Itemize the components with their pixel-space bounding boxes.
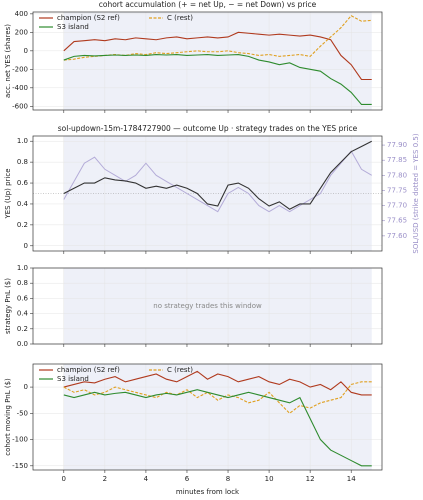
y-axis-label: YES (Up) price bbox=[4, 168, 12, 219]
x-tick-label: 6 bbox=[185, 475, 190, 483]
y2-tick-label: 77.90 bbox=[387, 141, 407, 149]
x-axis-label: minutes from lock bbox=[176, 488, 240, 496]
series-line bbox=[63, 31, 372, 81]
axes-frame bbox=[32, 363, 383, 471]
y-tick-label: 0.8 bbox=[17, 279, 28, 287]
y-tick-label: 0.8 bbox=[17, 158, 28, 166]
series-line bbox=[63, 370, 372, 396]
legend-label: champion (S2 ref) bbox=[57, 366, 120, 374]
legend-label: champion (S2 ref) bbox=[57, 14, 120, 22]
y-axis-label: strategy PnL ($) bbox=[4, 278, 12, 334]
series-line bbox=[63, 381, 372, 415]
x-tick-label: 2 bbox=[103, 475, 107, 483]
y2-axis-label: SOL/USD (strike dotted = YES 0.5) bbox=[412, 133, 420, 253]
axes-frame bbox=[32, 135, 383, 252]
y2-tick-label: 77.85 bbox=[387, 156, 407, 164]
y-tick-label: 0.2 bbox=[17, 325, 28, 333]
y-tick-label: -100 bbox=[12, 436, 28, 444]
legend-label: C (rest) bbox=[167, 14, 193, 22]
window-shade bbox=[63, 268, 372, 344]
y-tick-label: 0 bbox=[24, 47, 28, 55]
y-tick-label: -150 bbox=[12, 462, 28, 470]
x-tick-label: 4 bbox=[144, 475, 149, 483]
axes-frame bbox=[32, 11, 383, 111]
legend-label: C (rest) bbox=[167, 366, 193, 374]
y-tick-label: 0.0 bbox=[17, 340, 28, 348]
y-tick-label: 1.0 bbox=[17, 137, 28, 145]
series-line bbox=[63, 150, 372, 213]
window-shade bbox=[63, 364, 372, 470]
y-tick-label: -200 bbox=[12, 65, 28, 73]
y2-tick-label: 77.75 bbox=[387, 186, 407, 194]
y-tick-label: 0 bbox=[24, 242, 28, 250]
y2-tick-label: 77.70 bbox=[387, 202, 407, 210]
panel-title: cohort accumulation (+ = net Up, − = net… bbox=[99, 0, 317, 9]
series-line bbox=[63, 389, 372, 467]
y-tick-label: 0.6 bbox=[17, 294, 29, 302]
y-axis-label: cohort moving PnL ($) bbox=[4, 378, 12, 456]
y-tick-label: 200 bbox=[15, 28, 28, 36]
y-tick-label: 0 bbox=[24, 383, 28, 391]
panel-title: sol-updown-15m-1784727900 — outcome Up ·… bbox=[58, 124, 358, 133]
y-axis-label: acc. net YES (shares) bbox=[4, 24, 12, 98]
series-line bbox=[63, 53, 372, 106]
window-shade bbox=[63, 12, 372, 110]
x-tick-label: 0 bbox=[62, 475, 66, 483]
y2-tick-label: 77.65 bbox=[387, 217, 407, 225]
x-tick-label: 14 bbox=[347, 475, 356, 483]
x-tick-label: 10 bbox=[265, 475, 274, 483]
y-tick-label: -400 bbox=[12, 84, 28, 92]
y-tick-label: 0.4 bbox=[17, 200, 29, 208]
y-tick-label: 400 bbox=[15, 10, 28, 18]
series-line bbox=[63, 140, 372, 210]
annotation: no strategy trades this window bbox=[153, 302, 262, 310]
y-tick-label: 1.0 bbox=[17, 264, 28, 272]
y-tick-label: -600 bbox=[12, 102, 28, 110]
legend-label: S3 island bbox=[57, 23, 89, 31]
legend-label: S3 island bbox=[57, 375, 89, 383]
y-tick-label: 0.2 bbox=[17, 221, 28, 229]
y-tick-label: 0.4 bbox=[17, 310, 29, 318]
y-tick-label: -50 bbox=[17, 409, 28, 417]
x-tick-label: 12 bbox=[306, 475, 315, 483]
y-tick-label: 0.6 bbox=[17, 179, 29, 187]
y2-tick-label: 77.60 bbox=[387, 232, 407, 240]
x-tick-label: 8 bbox=[226, 475, 230, 483]
axes-frame bbox=[32, 267, 383, 345]
y2-tick-label: 77.80 bbox=[387, 171, 407, 179]
